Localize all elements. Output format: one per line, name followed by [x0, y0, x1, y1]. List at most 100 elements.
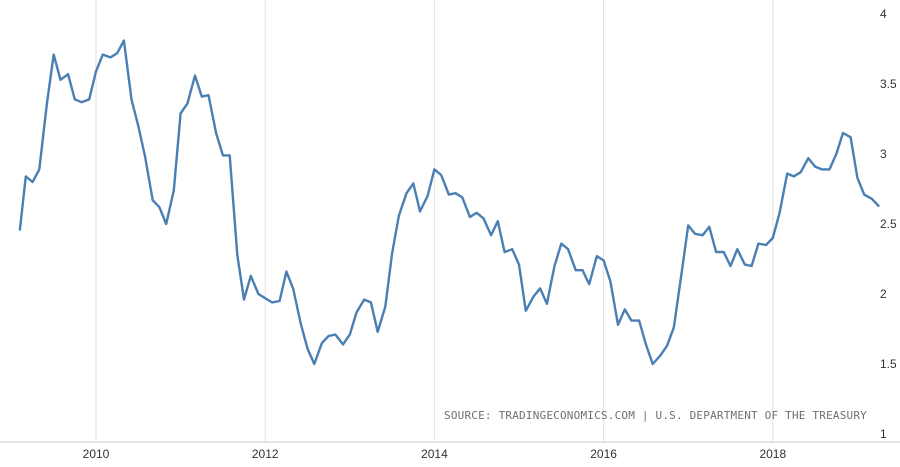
y-axis: 1 1.5 2 2.5 3 3.5 4 — [880, 7, 897, 441]
data-point — [299, 322, 302, 325]
data-point — [757, 242, 760, 245]
data-point — [799, 171, 802, 174]
data-point — [243, 298, 245, 301]
x-axis: 2010 2012 2014 2016 2018 — [0, 441, 900, 461]
data-point — [207, 94, 210, 97]
data-point — [694, 232, 696, 235]
data-point — [172, 189, 175, 192]
data-point — [278, 300, 281, 302]
data-point — [877, 204, 880, 207]
data-point — [807, 157, 810, 160]
y-tick-label: 4 — [880, 7, 887, 21]
data-point — [595, 255, 598, 258]
y-tick-label: 1 — [880, 427, 887, 441]
data-point — [729, 265, 732, 267]
data-point — [511, 248, 514, 251]
data-point — [440, 174, 443, 176]
data-point — [419, 210, 421, 213]
y-tick-label: 3.5 — [880, 77, 897, 91]
data-point — [821, 168, 823, 171]
x-tick-label: 2012 — [252, 447, 279, 461]
data-point — [771, 237, 774, 239]
data-point — [109, 56, 112, 59]
data-point — [116, 52, 119, 55]
data-point — [433, 168, 436, 171]
data-point — [490, 234, 492, 237]
data-point — [765, 244, 767, 246]
data-point — [165, 223, 168, 225]
data-point — [645, 343, 647, 346]
data-point — [666, 344, 668, 347]
data-point — [609, 280, 612, 283]
data-point — [722, 251, 725, 253]
data-point — [856, 176, 859, 179]
data-point — [715, 251, 717, 253]
data-point — [793, 175, 795, 178]
data-point — [638, 319, 640, 322]
data-point — [249, 274, 252, 277]
data-point — [151, 199, 154, 202]
data-point — [348, 333, 351, 336]
data-point — [405, 192, 408, 195]
data-point — [306, 347, 309, 350]
data-point — [814, 165, 816, 168]
data-point — [179, 112, 182, 115]
data-point — [334, 333, 337, 336]
data-point — [200, 95, 203, 98]
data-point — [524, 309, 527, 312]
data-point — [553, 265, 556, 267]
data-point — [518, 263, 520, 266]
data-point — [158, 206, 161, 209]
data-point — [285, 270, 288, 273]
series-layer — [18, 39, 880, 366]
data-point — [574, 269, 577, 272]
data-point — [73, 98, 76, 101]
data-point — [19, 228, 21, 231]
data-point — [602, 259, 605, 262]
y-tick-label: 2.5 — [880, 217, 897, 231]
data-point — [532, 295, 535, 298]
x-tick-label: 2016 — [590, 447, 617, 461]
data-point — [376, 330, 379, 333]
data-point — [701, 234, 704, 237]
data-point — [67, 73, 69, 76]
data-point — [496, 220, 499, 223]
data-point — [778, 211, 781, 214]
data-point — [672, 326, 675, 329]
data-point — [264, 297, 267, 300]
data-point — [750, 265, 753, 267]
data-point — [342, 343, 344, 346]
data-point — [447, 193, 450, 196]
data-point — [391, 252, 393, 255]
y-tick-label: 2 — [880, 287, 887, 301]
data-point — [88, 98, 91, 101]
data-point — [384, 305, 387, 308]
data-point — [651, 363, 654, 365]
source-label: SOURCE: TRADINGECONOMICS.COM | U.S. DEPA… — [444, 409, 867, 422]
data-point — [744, 263, 746, 266]
x-tick-label: 2010 — [83, 447, 110, 461]
data-point — [144, 155, 147, 158]
data-point — [786, 172, 789, 175]
data-point — [687, 224, 690, 227]
data-point — [736, 248, 739, 251]
series-line — [18, 39, 880, 366]
data-point — [475, 211, 478, 214]
data-point — [46, 102, 48, 105]
data-point — [708, 225, 711, 228]
data-point — [398, 214, 400, 217]
y-tick-label: 3 — [880, 147, 887, 161]
data-point — [680, 273, 683, 276]
data-point — [194, 74, 196, 77]
data-point — [257, 293, 260, 295]
data-point — [842, 132, 844, 134]
data-point — [95, 70, 97, 73]
data-point — [80, 101, 83, 104]
data-point — [539, 287, 541, 290]
data-point — [617, 323, 619, 326]
data-point — [355, 311, 358, 314]
data-point — [327, 335, 330, 337]
data-point — [581, 269, 584, 272]
data-point — [292, 287, 294, 290]
